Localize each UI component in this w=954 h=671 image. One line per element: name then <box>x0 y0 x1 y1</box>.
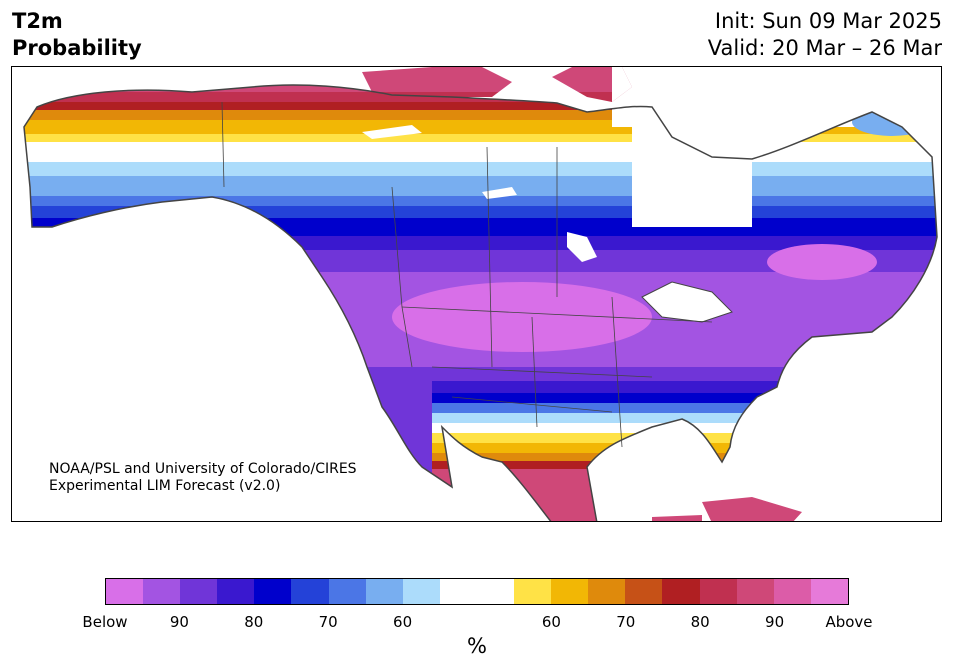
valid-date: Valid: 20 Mar – 26 Mar <box>707 36 942 60</box>
forecast-dates: Init: Sun 09 Mar 2025 Valid: 20 Mar – 26… <box>708 8 942 62</box>
credit-line-2: Experimental LIM Forecast (v2.0) <box>49 478 281 494</box>
map-title: T2m Probability <box>12 8 142 62</box>
colorbar-segment <box>551 579 589 604</box>
colorbar-tick-label: 90 <box>169 613 189 631</box>
colorbar-tick-label: 60 <box>393 613 413 631</box>
title-line-2: Probability <box>12 36 142 60</box>
colorbar-segment <box>439 579 477 604</box>
colorbar-segment <box>773 579 811 604</box>
colorbar-segment <box>180 579 218 604</box>
colorbar-segment <box>365 579 403 604</box>
colorbar-tick-label: 70 <box>318 613 338 631</box>
colorbar <box>105 578 849 605</box>
colorbar-tick-label: 80 <box>690 613 710 631</box>
colorbar-segment <box>328 579 366 604</box>
colorbar-segment <box>514 579 552 604</box>
credit-text: NOAA/PSL and University of Colorado/CIRE… <box>49 461 357 495</box>
colorbar-segment <box>625 579 663 604</box>
colorbar-segment <box>736 579 774 604</box>
colorbar-tick-label: 80 <box>244 613 264 631</box>
colorbar-segment <box>699 579 737 604</box>
colorbar-tick-label: Below <box>82 613 128 631</box>
colorbar-tick-label: 60 <box>541 613 561 631</box>
probability-map <box>11 66 942 522</box>
colorbar-segment <box>476 579 515 604</box>
init-date: Init: Sun 09 Mar 2025 <box>714 9 942 33</box>
colorbar-segment <box>106 579 144 604</box>
colorbar-segment <box>662 579 700 604</box>
colorbar-unit: % <box>467 634 487 658</box>
colorbar-segment <box>588 579 626 604</box>
colorbar-segment <box>291 579 329 604</box>
colorbar-segment <box>810 579 848 604</box>
colorbar-segment <box>217 579 255 604</box>
colorbar-segment <box>143 579 181 604</box>
north-america-map-svg <box>23 67 938 521</box>
colorbar-tick-label: Above <box>825 613 873 631</box>
colorbar-tick-label: 90 <box>765 613 785 631</box>
colorbar-segment <box>402 579 440 604</box>
colorbar-tick-label: 70 <box>616 613 636 631</box>
title-line-1: T2m <box>12 9 63 33</box>
colorbar-segment <box>254 579 292 604</box>
credit-line-1: NOAA/PSL and University of Colorado/CIRE… <box>49 461 357 477</box>
